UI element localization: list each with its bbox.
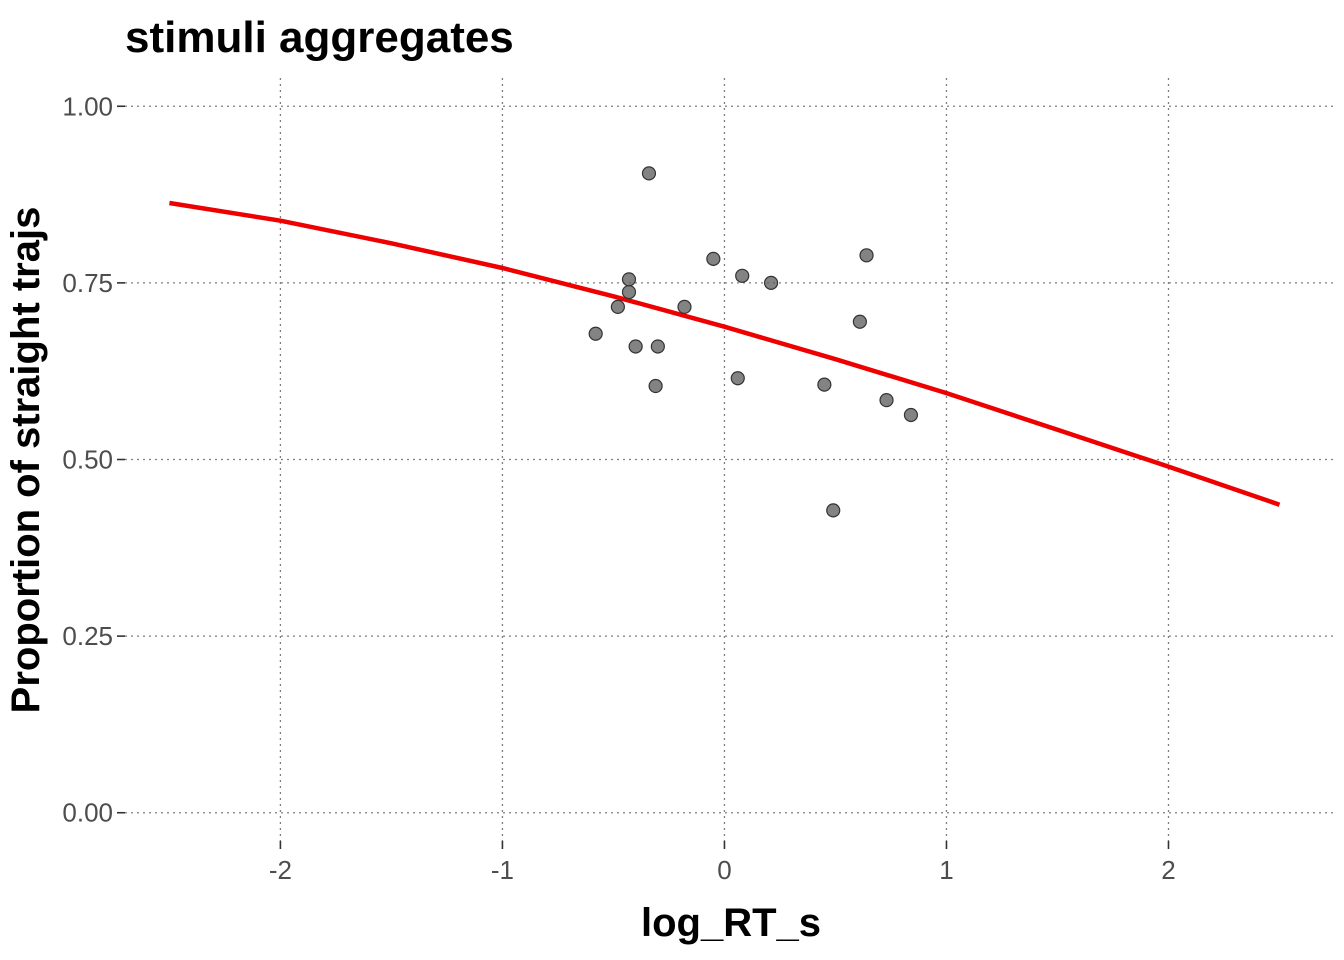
data-point (677, 299, 692, 314)
y-tick-label: 1.00 (62, 91, 113, 121)
x-tick-label: 2 (1161, 855, 1175, 885)
data-point (648, 378, 663, 394)
data-point (763, 275, 779, 290)
grid (125, 78, 1335, 841)
data-point (650, 339, 665, 354)
y-tick-label: 0.75 (62, 268, 113, 298)
y-tick-label: 0.50 (62, 445, 113, 475)
data-point (903, 407, 919, 423)
x-axis-title: log_RT_s (641, 901, 821, 945)
x-tick-label: 1 (939, 855, 953, 885)
axes: 0.00 0.25 0.50 0.75 1.00 -2 -1 0 1 2 (62, 91, 1175, 885)
fit-line (169, 200, 1281, 507)
x-tick-label: -1 (491, 855, 514, 885)
y-tick-label: 0.00 (62, 798, 113, 828)
data-points (588, 166, 919, 518)
data-point (628, 339, 643, 354)
x-tick-label: 0 (717, 855, 731, 885)
data-point (706, 251, 721, 266)
data-point (641, 166, 657, 181)
data-point (621, 284, 637, 300)
x-tick-label: -2 (269, 855, 292, 885)
data-point (826, 503, 841, 518)
data-point (730, 371, 745, 386)
data-point (859, 248, 874, 263)
data-point (879, 393, 894, 408)
data-point (735, 268, 750, 283)
chart-title: stimuli aggregates (125, 13, 514, 62)
data-point (588, 326, 603, 341)
data-point (610, 299, 625, 314)
data-point (817, 377, 832, 392)
y-tick-label: 0.25 (62, 621, 113, 651)
y-axis-title: Proportion of straight trajs (4, 207, 48, 714)
data-point (852, 314, 867, 329)
data-point (621, 272, 637, 287)
